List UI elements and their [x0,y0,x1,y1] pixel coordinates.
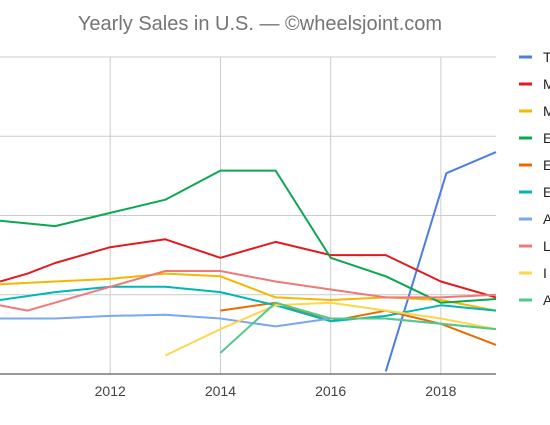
chart-title: Yearly Sales in U.S. — ©wheelsjoint.com [78,13,442,35]
legend-label: M [543,76,550,92]
series-line [0,270,497,312]
x-tick-label: 2018 [425,383,456,399]
legend-label: A [543,292,550,308]
legend-label: L [543,238,550,254]
legend-label: T [543,49,550,65]
x-tick-label: 2014 [205,383,236,399]
legend-label: E [543,157,550,173]
gridlines [0,56,496,374]
legend-label: M [543,103,550,119]
x-tick-label: 2012 [95,383,126,399]
legend-label: E [543,130,550,146]
series-lines [0,151,497,372]
legend-label: I [543,265,547,281]
series-line [0,272,497,312]
legend-label: E [543,184,550,200]
series-line [164,301,497,357]
series-line [0,169,497,304]
series-line [384,151,497,372]
x-tick-label: 2016 [315,383,346,399]
series-line [219,301,497,354]
series-line [0,285,497,323]
series-line [0,238,497,299]
legend-label: A [543,211,550,227]
x-tick-labels: 2012 2014 2016 2018 [95,383,457,399]
